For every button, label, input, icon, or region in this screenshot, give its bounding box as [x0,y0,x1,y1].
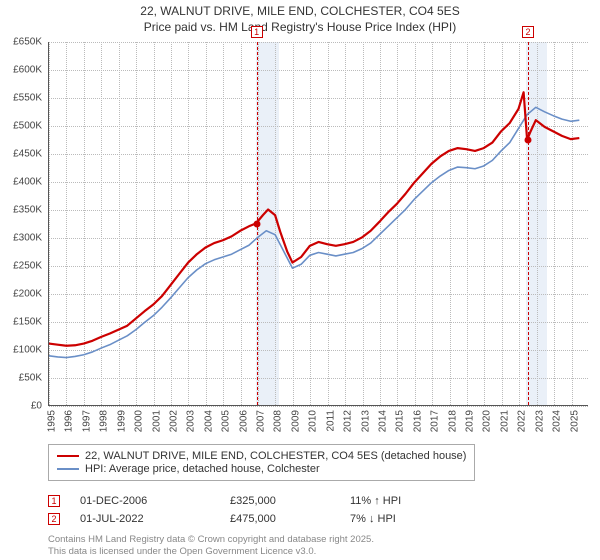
sale-price: £325,000 [230,495,330,507]
y-tick-label: £150K [2,317,42,328]
x-tick-label: 2000 [134,410,145,432]
y-tick-label: £600K [2,65,42,76]
y-tick-label: £50K [2,373,42,384]
legend: 22, WALNUT DRIVE, MILE END, COLCHESTER, … [48,444,475,481]
grid-line-h [49,406,588,407]
sale-date: 01-JUL-2022 [80,513,210,525]
x-tick-label: 1997 [81,410,92,432]
x-tick-label: 2010 [308,410,319,432]
x-tick-label: 1996 [64,410,75,432]
series-svg [49,42,588,405]
sale-marker-box: 1 [251,26,263,38]
sale-price: £475,000 [230,513,330,525]
x-tick-label: 2015 [395,410,406,432]
x-tick-label: 1998 [99,410,110,432]
x-tick-label: 1995 [47,410,58,432]
plot-region: £0£50K£100K£150K£200K£250K£300K£350K£400… [48,42,588,406]
x-tick-label: 2018 [447,410,458,432]
x-tick-label: 2017 [430,410,441,432]
y-tick-label: £500K [2,121,42,132]
x-tick-label: 2024 [552,410,563,432]
y-tick-label: £550K [2,93,42,104]
chart-area: £0£50K£100K£150K£200K£250K£300K£350K£400… [48,42,588,406]
x-tick-label: 2006 [238,410,249,432]
y-tick-label: £350K [2,205,42,216]
x-tick-label: 2008 [273,410,284,432]
x-tick-label: 2007 [256,410,267,432]
y-tick-label: £650K [2,37,42,48]
x-tick-label: 2023 [534,410,545,432]
x-tick-label: 2003 [186,410,197,432]
y-tick-label: £250K [2,261,42,272]
footer-attrib: Contains HM Land Registry data © Crown c… [48,534,374,558]
legend-swatch [57,468,79,470]
title-line2: Price paid vs. HM Land Registry's House … [144,20,456,34]
x-tick-label: 2019 [465,410,476,432]
x-tick-label: 2002 [168,410,179,432]
y-tick-label: £200K [2,289,42,300]
legend-label: HPI: Average price, detached house, Colc… [85,463,320,475]
legend-row: 22, WALNUT DRIVE, MILE END, COLCHESTER, … [57,450,466,462]
legend-row: HPI: Average price, detached house, Colc… [57,463,466,475]
sale-pct: 11% ↑ HPI [350,495,450,507]
chart-title: 22, WALNUT DRIVE, MILE END, COLCHESTER, … [0,0,600,35]
x-tick-label: 2005 [221,410,232,432]
x-tick-label: 2011 [325,410,336,432]
sale-pct: 7% ↓ HPI [350,513,450,525]
series-line-property [49,92,579,346]
x-tick-label: 2004 [203,410,214,432]
x-tick-label: 2012 [343,410,354,432]
sale-row: 2 01-JUL-2022 £475,000 7% ↓ HPI [48,510,450,528]
x-tick-label: 2013 [360,410,371,432]
legend-swatch [57,455,79,457]
footer-line2: This data is licensed under the Open Gov… [48,546,316,557]
x-tick-label: 2016 [412,410,423,432]
legend-label: 22, WALNUT DRIVE, MILE END, COLCHESTER, … [85,450,466,462]
sale-row-marker: 2 [48,513,60,525]
x-tick-label: 2021 [499,410,510,432]
footer-line1: Contains HM Land Registry data © Crown c… [48,534,374,545]
x-tick-label: 2014 [377,410,388,432]
sale-row-marker: 1 [48,495,60,507]
x-tick-label: 2020 [482,410,493,432]
y-tick-label: £300K [2,233,42,244]
x-tick-label: 2009 [290,410,301,432]
series-line-hpi [49,107,579,357]
x-tick-label: 1999 [116,410,127,432]
sale-marker-box: 2 [522,26,534,38]
sales-table: 1 01-DEC-2006 £325,000 11% ↑ HPI 2 01-JUL-202… [48,492,450,528]
y-tick-label: £450K [2,149,42,160]
x-tick-label: 2025 [569,410,580,432]
x-tick-label: 2001 [151,410,162,432]
y-tick-label: £100K [2,345,42,356]
sale-row: 1 01-DEC-2006 £325,000 11% ↑ HPI [48,492,450,510]
title-line1: 22, WALNUT DRIVE, MILE END, COLCHESTER, … [140,4,459,18]
y-tick-label: £400K [2,177,42,188]
y-tick-label: £0 [2,401,42,412]
sale-date: 01-DEC-2006 [80,495,210,507]
x-tick-label: 2022 [517,410,528,432]
